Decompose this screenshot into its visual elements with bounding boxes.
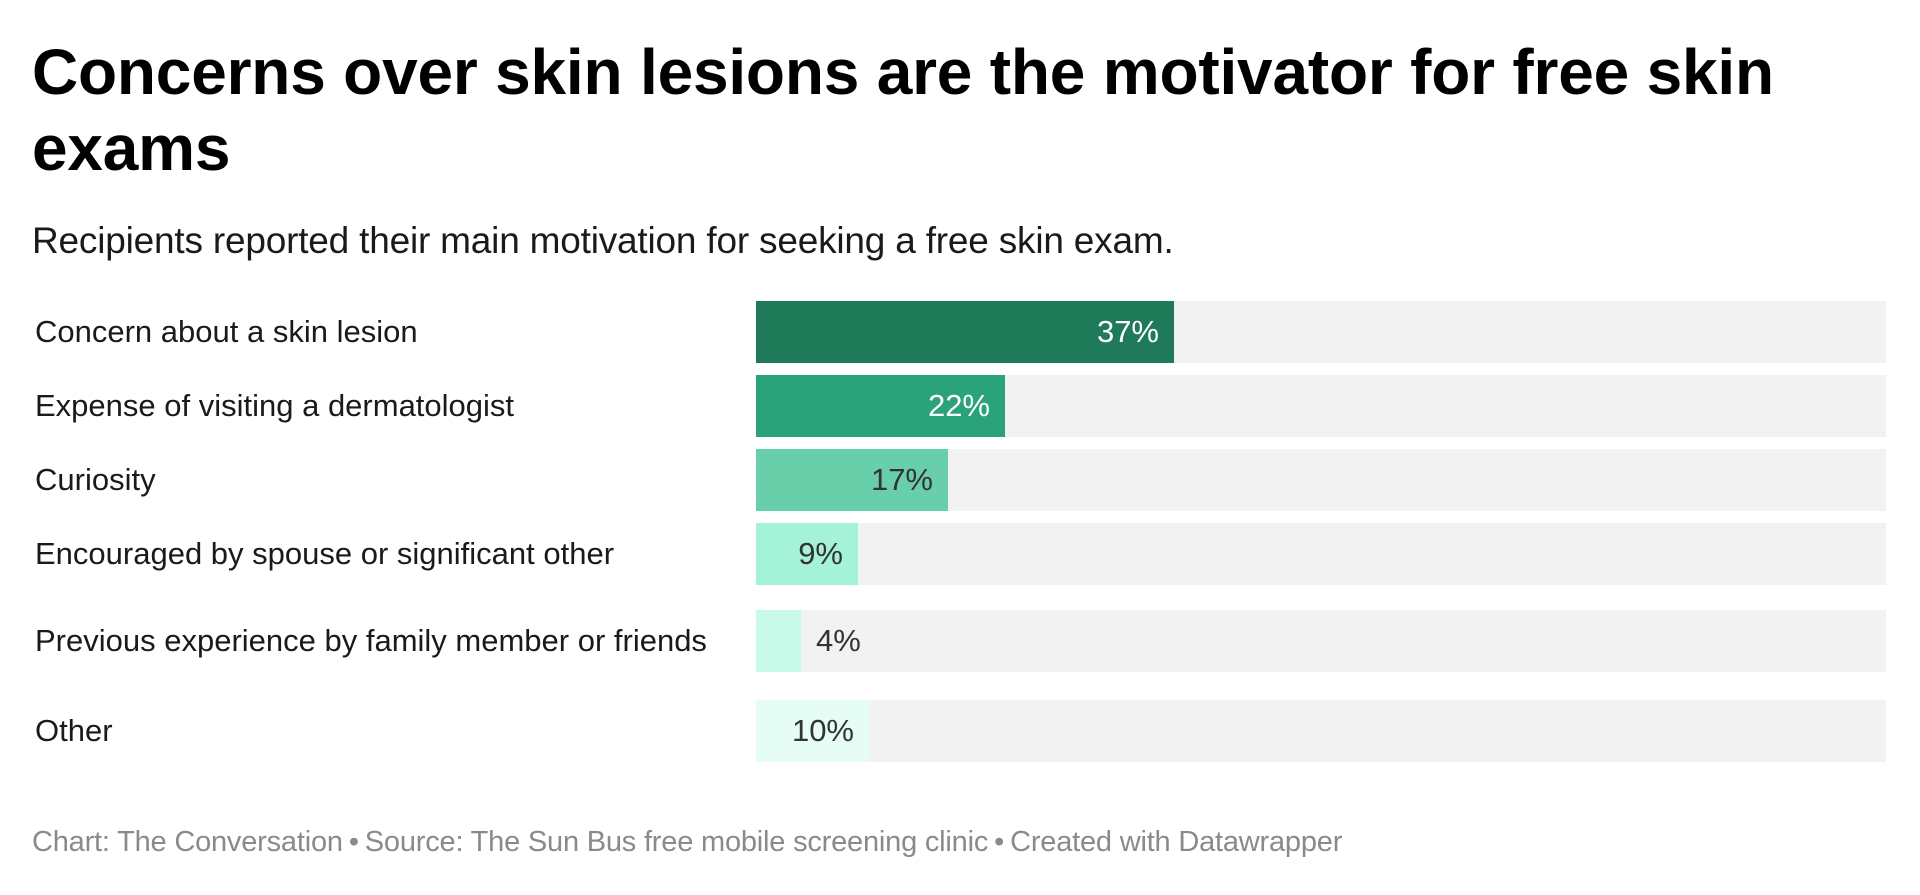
chart-credit: Chart: The Conversation	[32, 826, 343, 858]
bar-fill	[756, 610, 801, 672]
bar-category-label: Expense of visiting a dermatologist	[35, 388, 515, 423]
bar-fill	[756, 700, 869, 762]
bar-category-label: Curiosity	[35, 462, 156, 497]
bar-fill	[756, 375, 1005, 437]
bar-track: 10%	[756, 700, 1886, 762]
source-note: Source: The Sun Bus free mobile screenin…	[364, 826, 989, 858]
separator-dot: •	[994, 826, 1005, 858]
bar-value-label: 9%	[798, 536, 843, 571]
bar-category-label: Other	[35, 713, 113, 748]
bar-category-label: Concern about a skin lesion	[35, 314, 418, 349]
bar-fill	[756, 449, 948, 511]
bar-category-label: Previous experience by family member or …	[35, 623, 707, 658]
bar-value-label: 4%	[816, 623, 861, 658]
bar-fill	[756, 301, 1174, 363]
bar-category-label: Encouraged by spouse or significant othe…	[35, 536, 615, 571]
chart-footer: Chart: The Conversation • Source: The Sun …	[32, 826, 1342, 859]
chart-subtitle: Recipients reported their main motivatio…	[32, 220, 1174, 261]
datawrapper-credit: Created with Datawrapper	[1010, 826, 1343, 858]
bar-fill	[756, 523, 858, 585]
bar-track: 9%	[756, 523, 1886, 585]
bar-track: 37%	[756, 301, 1886, 363]
bar-track: 17%	[756, 449, 1886, 511]
bar-value-label: 37%	[1096, 314, 1159, 349]
bar-track: 22%	[756, 375, 1886, 437]
bar-track: 4%	[756, 610, 1886, 672]
bar-value-label: 17%	[870, 462, 933, 497]
chart-title: Concerns over skin lesions are the motiv…	[32, 36, 1774, 184]
separator-dot: •	[348, 826, 359, 858]
bar-value-label: 22%	[927, 388, 990, 423]
bar-value-label: 10%	[791, 713, 854, 748]
